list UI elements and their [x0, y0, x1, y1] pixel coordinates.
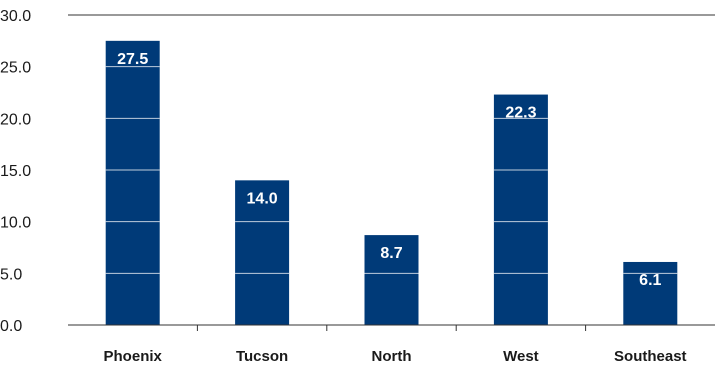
y-tick-label: 15.0 — [0, 163, 31, 180]
x-category-label: North — [372, 348, 412, 365]
y-tick-label: 0.0 — [0, 318, 22, 335]
data-label: 22.3 — [505, 105, 536, 122]
bar-gridlines — [105, 66, 678, 274]
y-tick-label: 30.0 — [0, 8, 31, 25]
y-tick-label: 5.0 — [0, 266, 22, 283]
data-label: 27.5 — [117, 51, 148, 68]
x-category-label: Phoenix — [104, 348, 163, 365]
axes-group — [68, 14, 715, 331]
y-tick-label: 25.0 — [0, 60, 31, 77]
data-labels-group: 27.5 14.0 8.7 22.3 6.1 — [117, 51, 661, 289]
bar-tucson — [235, 180, 290, 325]
x-axis-categories: Phoenix Tucson North West Southeast — [104, 348, 687, 365]
y-tick-label: 10.0 — [0, 215, 31, 232]
x-category-label: West — [503, 348, 539, 365]
x-category-label: Southeast — [614, 348, 687, 365]
data-label: 6.1 — [639, 272, 661, 289]
bar-phoenix — [105, 40, 160, 325]
bar-southeast — [623, 261, 678, 325]
bar-north — [364, 235, 419, 325]
data-label: 8.7 — [380, 245, 402, 262]
y-axis-ticks: 0.0 5.0 10.0 15.0 20.0 25.0 30.0 — [0, 8, 31, 335]
data-label: 14.0 — [247, 190, 278, 207]
y-tick-label: 20.0 — [0, 111, 31, 128]
bars-group — [105, 40, 678, 325]
x-category-label: Tucson — [236, 348, 288, 365]
bar-west — [493, 94, 548, 325]
